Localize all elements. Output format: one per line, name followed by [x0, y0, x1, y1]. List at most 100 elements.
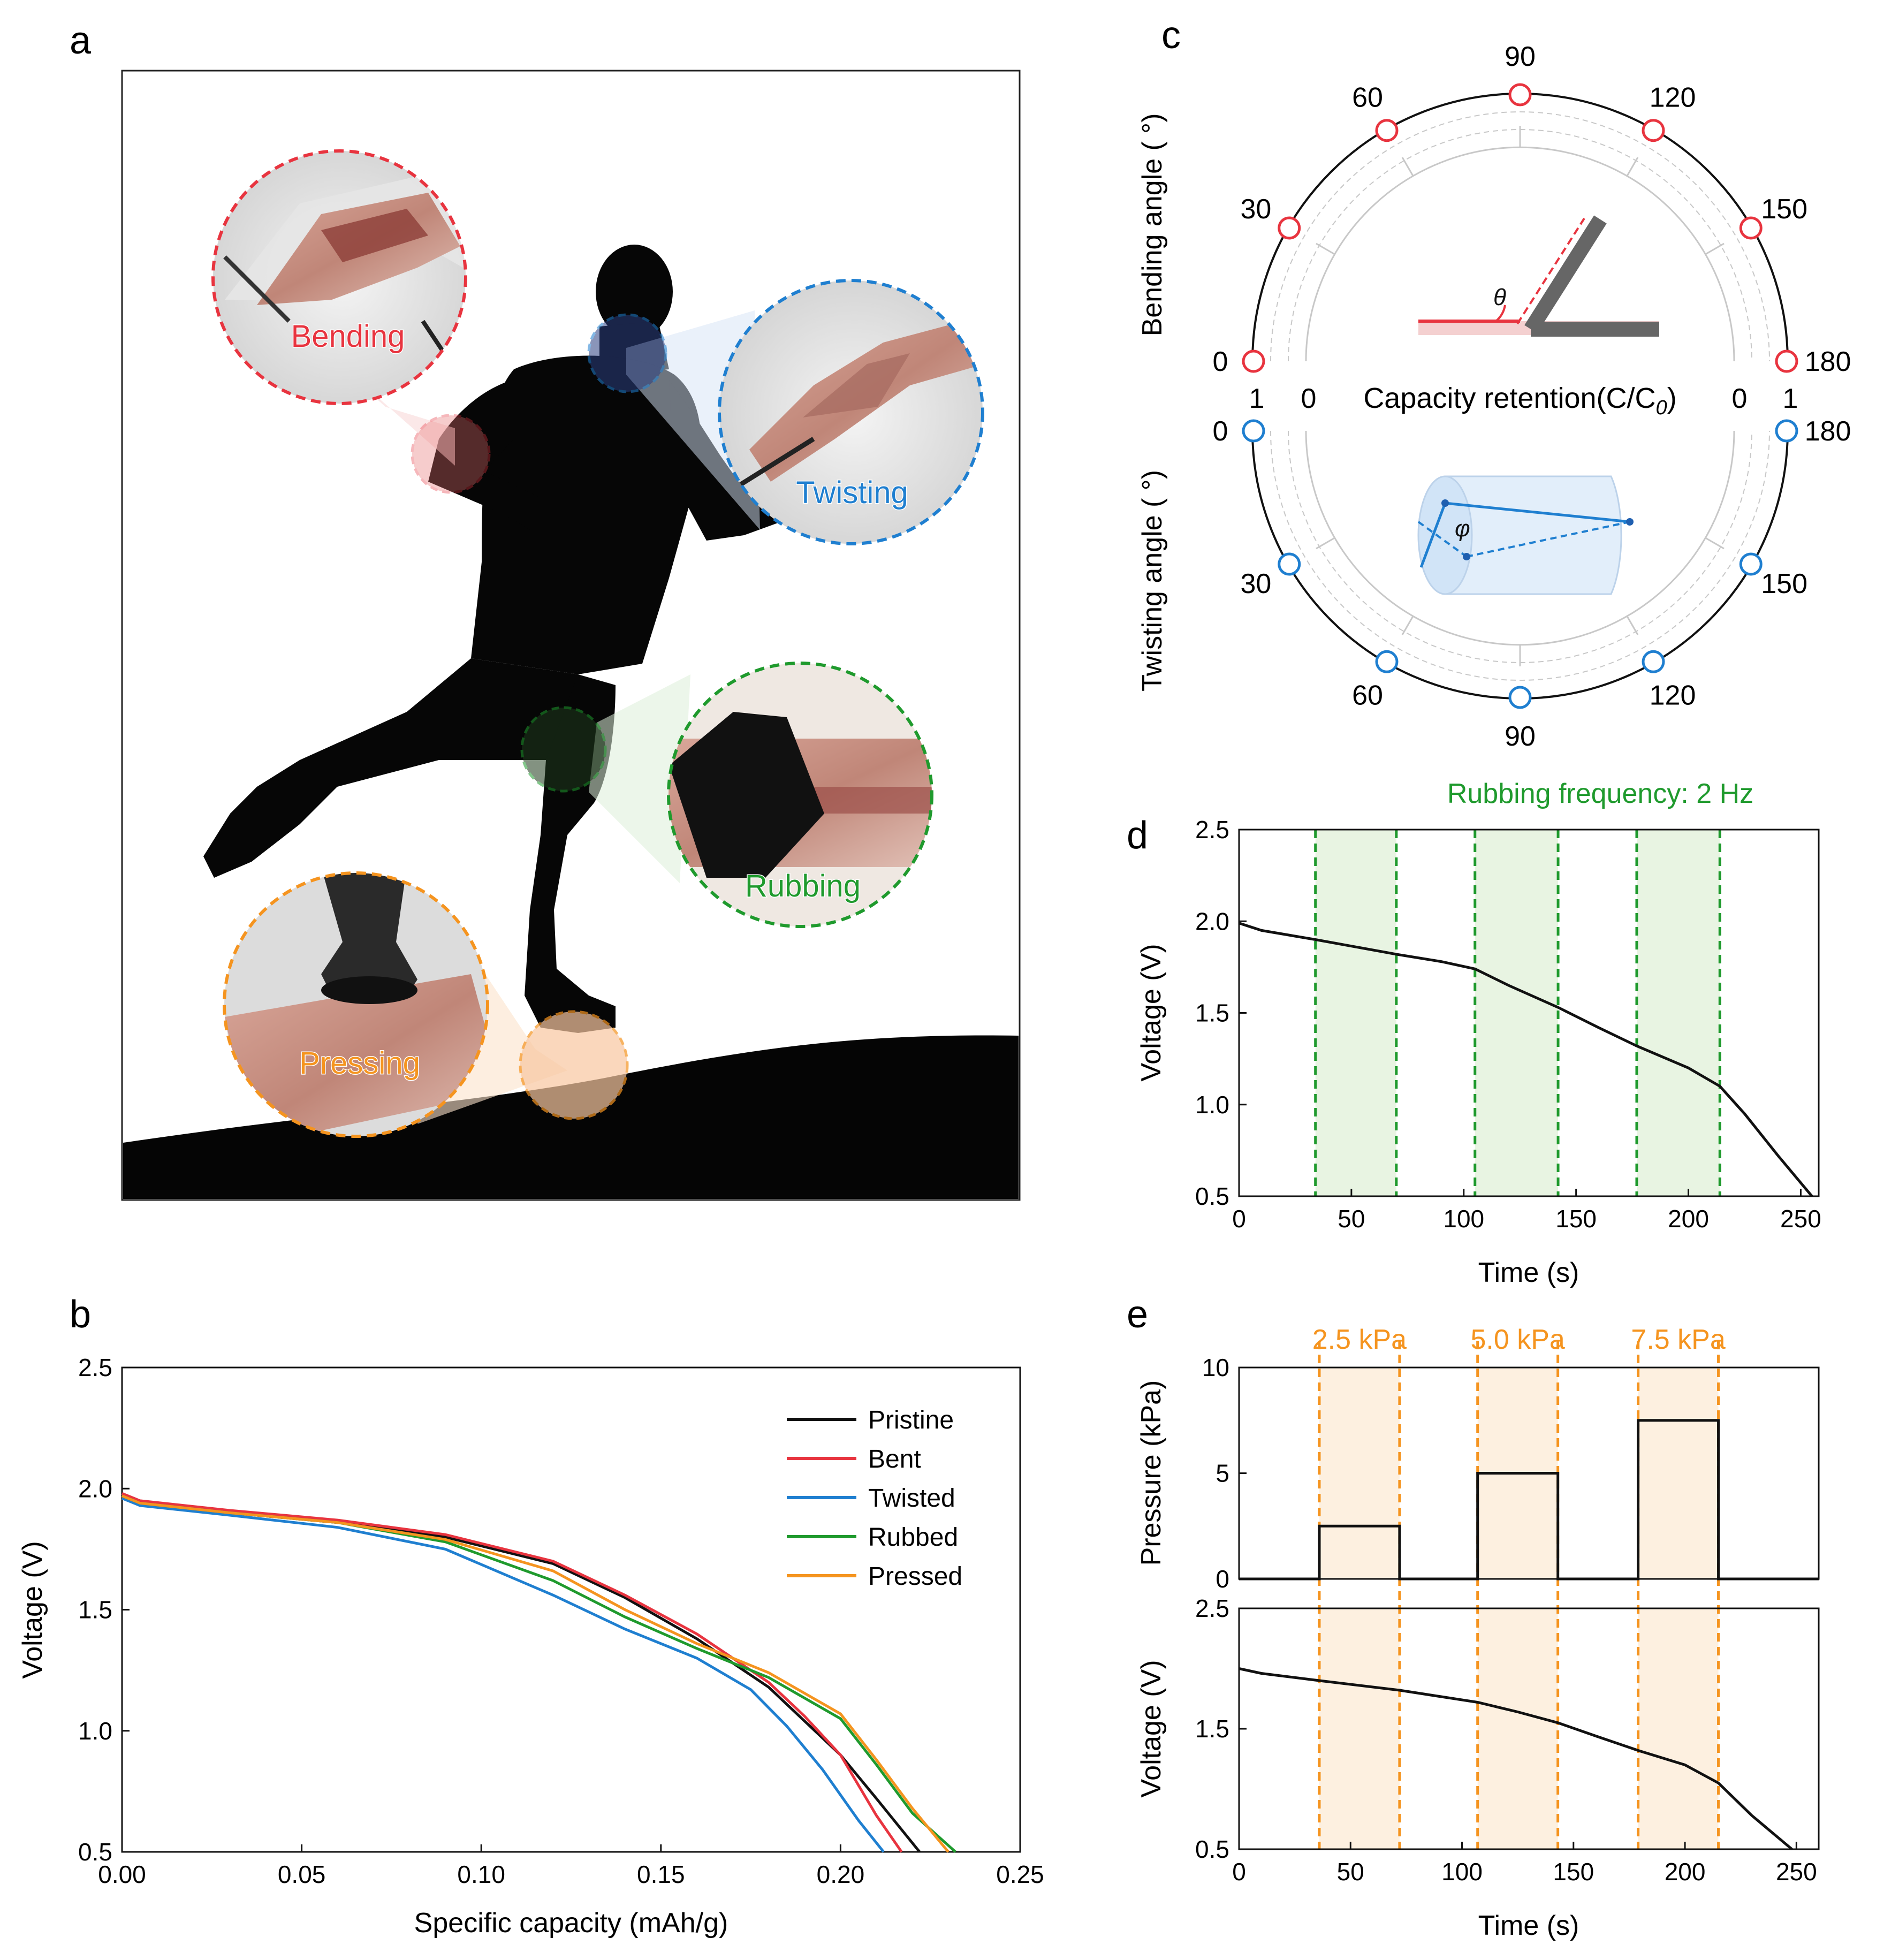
polar-bottom-point — [1739, 552, 1763, 576]
panel-d-chart: 0 50 100 150 200 250 0.5 1.0 1.5 2.0 2.5 Rubbing … — [1136, 778, 1821, 1288]
voltage-line-e — [1239, 1667, 1793, 1850]
twisting-inset-diagram: φ — [1417, 475, 1634, 595]
series-line-bent — [121, 1492, 903, 1853]
e-top-ytick-label: 5 — [1216, 1460, 1229, 1487]
twisting-photo — [719, 280, 983, 544]
e-bottom-ytick-label: 0.5 — [1195, 1835, 1229, 1863]
pressing-label: Pressing — [299, 1046, 420, 1081]
pressing-band — [1477, 1608, 1558, 1849]
pressing-photo — [224, 873, 488, 1136]
series-line-pristine — [121, 1492, 921, 1853]
pressing-band — [1638, 1608, 1719, 1849]
e-bottom-xtick-label: 250 — [1776, 1858, 1817, 1886]
b-ytick-label: 1.0 — [78, 1717, 112, 1745]
d-ytick-label: 2.5 — [1195, 816, 1229, 844]
e-bottom-xtick-label: 50 — [1337, 1858, 1364, 1886]
pressure-band-label: 2.5 kPa — [1312, 1324, 1407, 1355]
plot-frame-b — [121, 1366, 1021, 1853]
polar-bottom-point — [1278, 552, 1301, 576]
polar-top-point — [1242, 350, 1265, 373]
b-ytick-label: 2.0 — [78, 1475, 112, 1502]
b-xtick-label: 0.25 — [996, 1860, 1044, 1888]
legend-label-twisted: Twisted — [868, 1484, 955, 1513]
twisting-label: Twisting — [796, 475, 908, 510]
rubbing-band — [1475, 830, 1559, 1196]
series-line-rubbed — [121, 1494, 956, 1853]
series-line-twisted — [121, 1496, 885, 1853]
polar-bottom-angle-label: 30 — [1240, 568, 1271, 599]
polar-bottom-spoke — [1316, 537, 1335, 550]
twisting-joint-marker — [587, 313, 667, 393]
panel-b-chart: 0.00 0.05 0.10 0.15 0.20 0.25 0.5 1.0 1.5 2.0 2.5… — [17, 1354, 1044, 1939]
legend-label-rubbed: Rubbed — [868, 1523, 958, 1552]
polar-bottom-angle-label: 150 — [1761, 568, 1807, 599]
pressing-joint-marker — [519, 1010, 629, 1120]
e-top-ytick-label: 10 — [1202, 1354, 1229, 1381]
polar-bottom-angle-label: 90 — [1505, 721, 1536, 752]
e-bottom-xtick-label: 200 — [1665, 1858, 1706, 1886]
polar-bottom-point — [1642, 650, 1665, 673]
b-xtick-label: 0.15 — [637, 1860, 685, 1888]
polar-top-angle-label: 150 — [1761, 194, 1807, 225]
ylabel-b: Voltage (V) — [17, 1541, 48, 1678]
bending-label: Bending — [291, 319, 405, 354]
polar-top-spoke — [1316, 242, 1335, 255]
d-xtick-label: 0 — [1232, 1205, 1246, 1233]
panel-label-c: c — [1161, 14, 1181, 57]
polar-bottom-angle-label: 60 — [1352, 680, 1383, 711]
d-xtick-label: 250 — [1780, 1205, 1821, 1233]
bending-photo — [213, 151, 466, 404]
polar-top-angle-label: 60 — [1352, 82, 1383, 113]
e-bottom-xtick-label: 100 — [1441, 1858, 1483, 1886]
e-bottom-ytick-label: 2.5 — [1195, 1594, 1229, 1622]
radial-tick-inner-left: 0 — [1301, 383, 1317, 414]
polar-bottom-grid-arc — [1288, 430, 1752, 663]
b-xtick-label: 0.20 — [817, 1860, 865, 1888]
polar-bottom-spoke — [1401, 616, 1414, 635]
d-xtick-label: 200 — [1668, 1205, 1709, 1233]
twisting-axis-label: Twisting angle ( °) — [1137, 470, 1168, 692]
bending-callout-circle — [211, 149, 467, 405]
panel-label-a: a — [70, 19, 92, 62]
twisting-inset-phi: φ — [1455, 515, 1470, 542]
polar-top-point — [1775, 350, 1798, 373]
e-bottom-xtick-label: 0 — [1232, 1858, 1246, 1886]
polar-top-angle-label: 180 — [1805, 346, 1851, 377]
b-xtick-label: 0.10 — [457, 1860, 505, 1888]
b-xtick-label: 0.05 — [278, 1860, 326, 1888]
pressure-line — [1239, 1419, 1819, 1581]
legend-label-pristine: Pristine — [868, 1406, 954, 1434]
series-line-pressed — [121, 1494, 950, 1853]
title-d: Rubbing frequency: 2 Hz — [1447, 778, 1753, 809]
rubbing-cone — [589, 674, 690, 883]
xlabel-e: Time (s) — [1478, 1910, 1579, 1941]
bending-inset-theta: θ — [1493, 284, 1506, 310]
b-xtick-label: 0.00 — [98, 1860, 146, 1888]
polar-top-point — [1642, 119, 1665, 142]
legend-label-bent: Bent — [868, 1445, 921, 1473]
polar-top-point — [1375, 119, 1399, 142]
polar-bottom-point — [1375, 650, 1399, 673]
pressing-band — [1319, 1608, 1400, 1849]
b-ytick-label: 2.5 — [78, 1354, 112, 1381]
polar-top-grid-arc — [1288, 129, 1752, 362]
polar-top-angle-label: 0 — [1213, 346, 1228, 377]
ylabel-e-bottom: Voltage (V) — [1136, 1660, 1167, 1797]
rubbing-band — [1315, 830, 1396, 1196]
polar-top-point — [1278, 216, 1301, 240]
e-top-ytick-label: 0 — [1216, 1565, 1229, 1593]
panel-label-d: d — [1127, 814, 1148, 857]
polar-bottom-spoke — [1626, 616, 1639, 635]
b-ytick-label: 0.5 — [78, 1838, 112, 1866]
d-ytick-label: 1.0 — [1195, 1091, 1229, 1119]
pressing-band — [1319, 1368, 1400, 1579]
b-ytick-label: 1.5 — [78, 1596, 112, 1624]
polar-top-spoke — [1401, 157, 1414, 177]
radial-tick-outer-left: 1 — [1249, 383, 1265, 414]
polar-bottom-angle-label: 0 — [1213, 416, 1228, 447]
pressing-band — [1638, 1368, 1719, 1579]
polar-bottom-grid-arc — [1270, 430, 1770, 681]
d-xtick-label: 150 — [1555, 1205, 1597, 1233]
radial-tick-inner-right: 0 — [1732, 383, 1748, 414]
